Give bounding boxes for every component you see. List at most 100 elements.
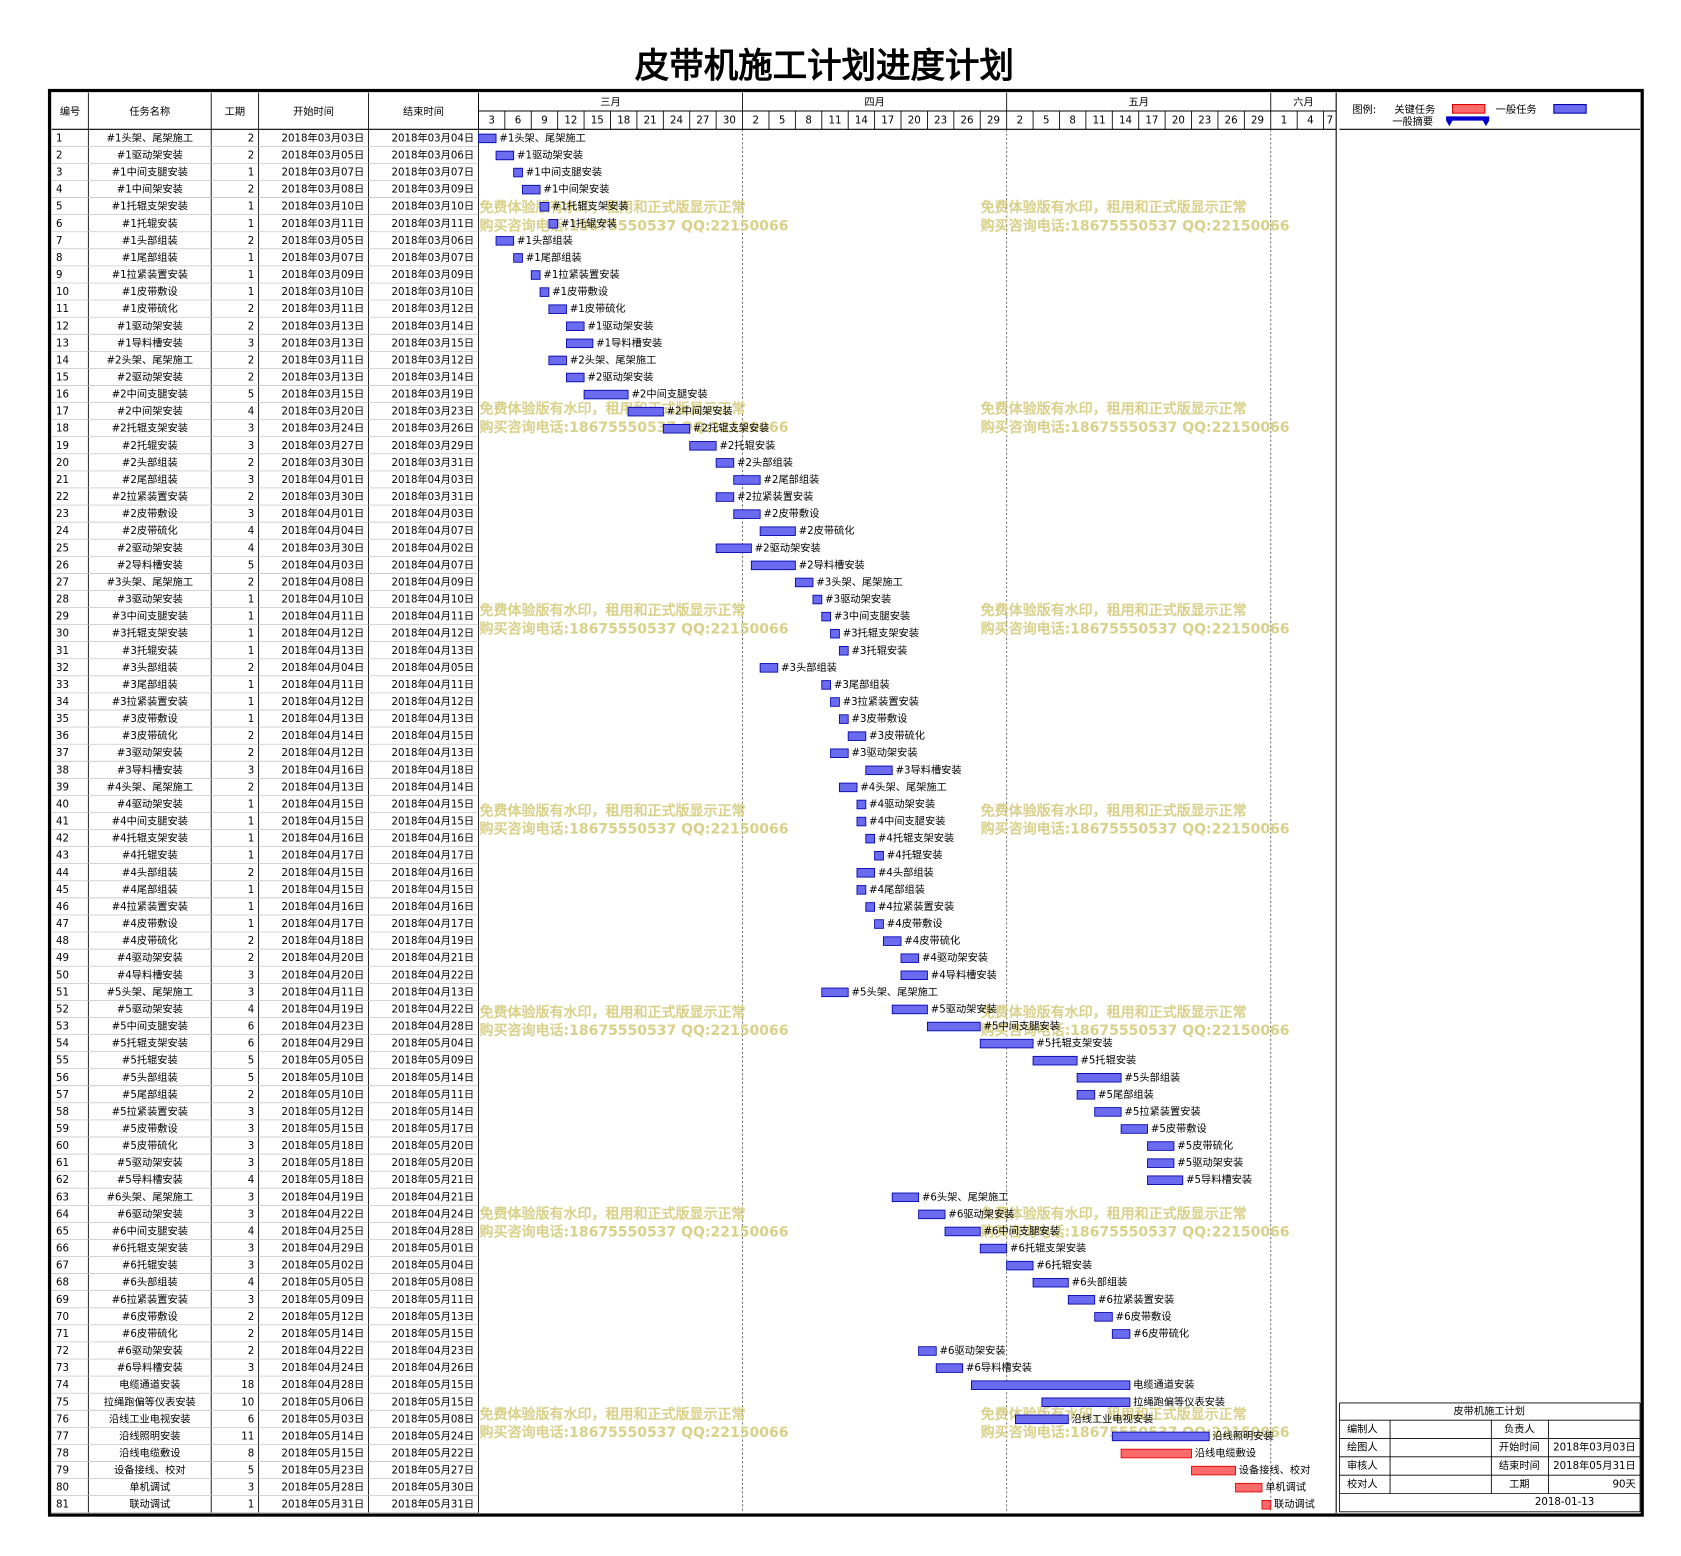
month-label: 三月: [600, 96, 620, 108]
task-end: 2018年03月31日: [391, 456, 474, 469]
task-end: 2018年03月09日: [391, 183, 474, 196]
task-id: 20: [56, 458, 69, 469]
month-label: 五月: [1128, 96, 1148, 108]
task-end: 2018年04月11日: [391, 610, 474, 623]
task-id: 48: [56, 936, 69, 947]
task-id: 41: [56, 817, 69, 828]
task-end: 2018年04月18日: [391, 763, 474, 776]
day-label: 14: [1119, 116, 1132, 127]
legend-critical-swatch: [1452, 103, 1486, 114]
task-start: 2018年05月12日: [282, 1310, 365, 1323]
task-duration: 1: [248, 168, 255, 179]
bar-label: #6导料槽安装: [966, 1361, 1032, 1374]
task-start: 2018年04月18日: [282, 934, 365, 947]
task-duration: 2: [248, 150, 255, 161]
task-start: 2018年05月31日: [282, 1498, 365, 1511]
task-duration: 2: [248, 321, 255, 332]
task-bar: [830, 697, 840, 707]
bar-label: #5尾部组装: [1098, 1088, 1154, 1101]
day-label: 29: [1251, 116, 1264, 127]
task-id: 1: [56, 133, 63, 144]
task-id: 33: [56, 680, 69, 691]
task-id: 28: [56, 595, 69, 606]
day-label: 8: [805, 116, 812, 127]
task-end: 2018年04月15日: [391, 815, 474, 828]
task-bar: [891, 1004, 928, 1015]
task-bar: [874, 919, 884, 929]
task-start: 2018年04月25日: [282, 1224, 365, 1237]
task-name: #6拉紧装置安装: [112, 1293, 188, 1306]
task-name: 沿线工业电视安装: [109, 1412, 191, 1425]
task-end: 2018年05月20日: [391, 1156, 474, 1169]
task-duration: 2: [248, 577, 255, 588]
task-end: 2018年04月16日: [391, 832, 474, 845]
task-duration: 3: [248, 1209, 255, 1220]
legend-task: 一般任务: [1496, 103, 1537, 116]
info-label: 审核人: [1347, 1459, 1378, 1472]
info-label: 工期: [1509, 1478, 1529, 1490]
task-id: 18: [56, 424, 69, 435]
task-end: 2018年05月15日: [391, 1327, 474, 1340]
task-end: 2018年05月31日: [391, 1498, 474, 1511]
task-start: 2018年05月10日: [282, 1088, 365, 1101]
day-label: 24: [670, 116, 683, 127]
task-id: 76: [56, 1414, 69, 1425]
task-name: #2驱动架安装: [117, 541, 183, 554]
task-start: 2018年03月07日: [282, 166, 365, 179]
task-end: 2018年04月24日: [391, 1207, 474, 1220]
task-name: #2中间支腿安装: [112, 388, 188, 401]
watermark: 免费体验版有水印，租用和正式版显示正常: [480, 602, 746, 619]
task-bar: [539, 201, 550, 212]
task-id: 47: [56, 919, 69, 930]
task-bar: [847, 731, 867, 741]
task-id: 75: [56, 1397, 69, 1408]
task-end: 2018年04月26日: [391, 1361, 474, 1374]
task-name: #1托辊支架安装: [112, 200, 188, 213]
task-start: 2018年05月18日: [282, 1156, 365, 1169]
day-label: 29: [987, 116, 1000, 127]
watermark: 购买咨询电话:18675550537 QQ:22150066: [981, 1224, 1290, 1241]
task-start: 2018年04月20日: [282, 951, 365, 964]
task-start: 2018年04月15日: [282, 866, 365, 879]
task-start: 2018年04月16日: [282, 763, 365, 776]
task-bar: [935, 1363, 964, 1373]
task-bar: [918, 1209, 946, 1220]
task-bar: [918, 1346, 937, 1356]
task-duration: 10: [241, 1397, 254, 1408]
bar-label: #2导料槽安装: [799, 558, 865, 571]
task-name: #6驱动架安装: [117, 1344, 183, 1357]
info-label: 开始时间: [1499, 1441, 1540, 1454]
day-label: 1: [1281, 116, 1288, 127]
task-bar: [522, 184, 541, 195]
task-duration: 3: [248, 1483, 255, 1494]
task-id: 44: [56, 868, 69, 879]
bar-label: #3拉紧装置安装: [843, 695, 919, 708]
task-id: 6: [56, 219, 63, 230]
task-name: #1皮带敷设: [122, 285, 178, 298]
bar-label: 电缆通道安装: [1133, 1378, 1194, 1391]
bar-label: #3中间支腿安装: [834, 610, 910, 623]
task-bar: [891, 1192, 920, 1203]
task-name: #6导料槽安装: [117, 1361, 183, 1374]
task-name: #1中间架安装: [117, 183, 183, 196]
task-name: #4尾部组装: [122, 883, 178, 896]
bar-label: #2托辊安装: [719, 439, 775, 452]
task-duration: 2: [248, 1312, 255, 1323]
task-name: #6头部组装: [122, 1276, 178, 1289]
bar-label: #4拉紧装置安装: [878, 900, 954, 913]
task-bar: [495, 150, 515, 161]
chart-title: 皮带机施工计划进度计划: [635, 46, 1014, 86]
task-name: #2驱动架安装: [117, 370, 183, 383]
bar-label: #2拉紧装置安装: [737, 490, 813, 503]
task-bar: [900, 953, 920, 963]
day-label: 5: [1043, 116, 1050, 127]
task-id: 57: [56, 1090, 69, 1101]
task-end: 2018年05月17日: [391, 1122, 474, 1135]
task-bar: [513, 253, 523, 263]
info-value: 2018年05月31日: [1553, 1459, 1636, 1472]
task-bar: [627, 406, 664, 417]
task-start: 2018年03月09日: [282, 268, 365, 281]
task-duration: 1: [248, 902, 255, 913]
task-start: 2018年04月15日: [282, 815, 365, 828]
